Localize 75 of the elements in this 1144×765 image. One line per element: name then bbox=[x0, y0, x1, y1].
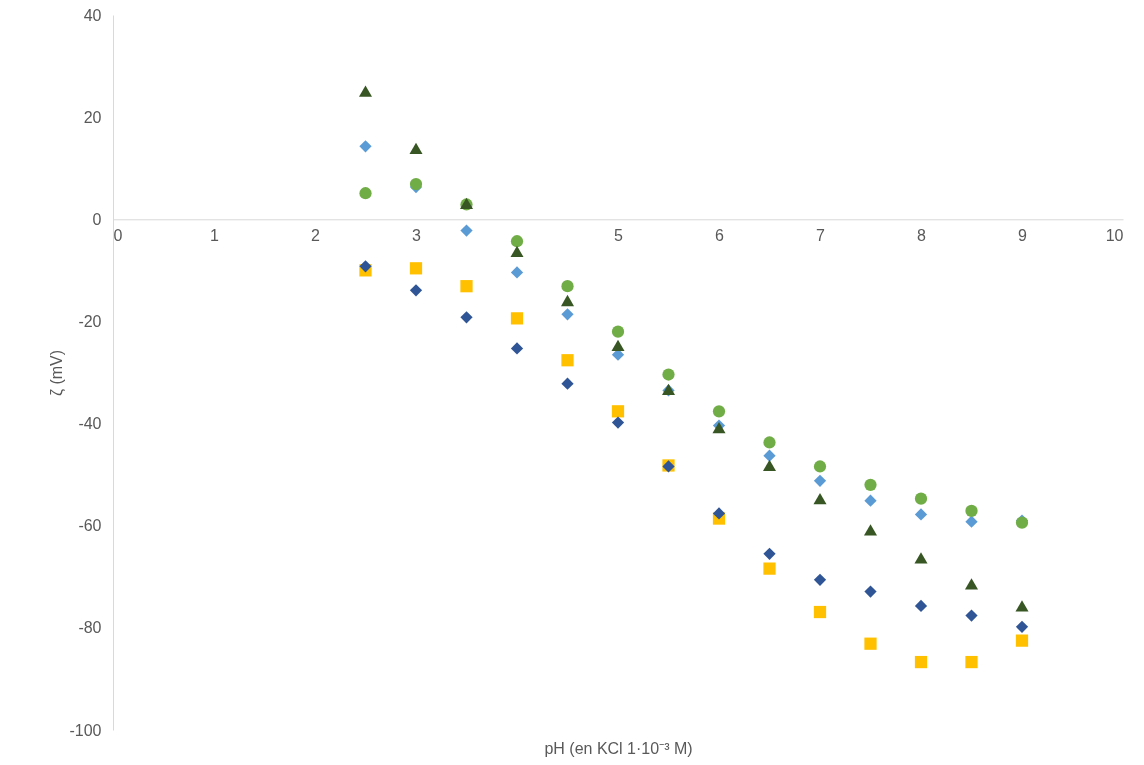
point bbox=[611, 325, 625, 338]
point bbox=[965, 504, 978, 518]
point bbox=[460, 224, 473, 237]
point bbox=[460, 311, 473, 324]
point bbox=[914, 599, 928, 613]
point bbox=[813, 605, 827, 619]
point bbox=[763, 562, 776, 575]
point bbox=[914, 492, 928, 505]
x-tick-label: 7 bbox=[816, 226, 826, 244]
point bbox=[813, 493, 827, 505]
point bbox=[965, 609, 978, 622]
y-tick-label: -60 bbox=[78, 517, 102, 535]
point bbox=[813, 573, 827, 586]
y-axis-title: ζ (mV) bbox=[48, 349, 67, 397]
point bbox=[460, 280, 473, 293]
x-tick-label: 2 bbox=[311, 226, 321, 244]
point bbox=[864, 478, 877, 491]
point bbox=[560, 294, 575, 307]
point bbox=[1015, 620, 1029, 633]
point bbox=[359, 187, 372, 200]
y-tick-label: -20 bbox=[78, 312, 102, 330]
point bbox=[561, 308, 574, 321]
point bbox=[510, 342, 524, 355]
y-tick-label: 20 bbox=[83, 108, 102, 126]
point bbox=[763, 449, 776, 462]
y-tick-label: 40 bbox=[83, 6, 102, 24]
point bbox=[510, 312, 524, 325]
point bbox=[964, 578, 979, 590]
point bbox=[611, 339, 625, 352]
point bbox=[611, 416, 625, 429]
x-axis-title: pH (en KCl 1·10⁻³ M) bbox=[544, 739, 693, 757]
point bbox=[1015, 634, 1029, 647]
y-tick-label: -100 bbox=[69, 721, 102, 739]
point bbox=[409, 142, 423, 154]
point bbox=[359, 260, 372, 273]
x-tick-label: 8 bbox=[917, 226, 927, 244]
x-tick-label: 9 bbox=[1018, 226, 1028, 244]
point bbox=[1015, 600, 1029, 612]
point bbox=[965, 515, 978, 528]
y-tick-label: -80 bbox=[78, 619, 102, 637]
point bbox=[914, 655, 928, 669]
point bbox=[561, 377, 574, 390]
point bbox=[965, 655, 978, 669]
point bbox=[611, 405, 625, 418]
point bbox=[510, 266, 524, 279]
point bbox=[864, 637, 877, 650]
point bbox=[510, 235, 524, 248]
point bbox=[864, 494, 877, 507]
x-tick-label: 6 bbox=[715, 226, 725, 244]
x-tick-label: 3 bbox=[412, 226, 422, 244]
point bbox=[914, 552, 928, 564]
point bbox=[561, 280, 574, 293]
x-tick-label: 10 bbox=[1105, 226, 1124, 244]
point bbox=[409, 284, 423, 297]
point bbox=[712, 405, 726, 418]
point bbox=[914, 508, 928, 521]
point bbox=[662, 368, 675, 381]
point bbox=[358, 85, 373, 97]
y-tick-label: 0 bbox=[92, 210, 102, 228]
point bbox=[359, 140, 372, 153]
point bbox=[712, 507, 726, 520]
point bbox=[763, 547, 776, 560]
point bbox=[864, 585, 877, 598]
point bbox=[863, 524, 878, 536]
point bbox=[409, 262, 423, 275]
point bbox=[762, 459, 777, 472]
point bbox=[813, 474, 827, 487]
point bbox=[763, 436, 776, 449]
point bbox=[510, 245, 524, 258]
x-tick-label: 0 bbox=[113, 226, 123, 244]
point bbox=[813, 460, 827, 473]
x-tick-label: 1 bbox=[210, 226, 220, 244]
y-tick-label: -40 bbox=[78, 415, 102, 433]
point bbox=[561, 354, 574, 367]
x-tick-label: 5 bbox=[614, 226, 624, 244]
